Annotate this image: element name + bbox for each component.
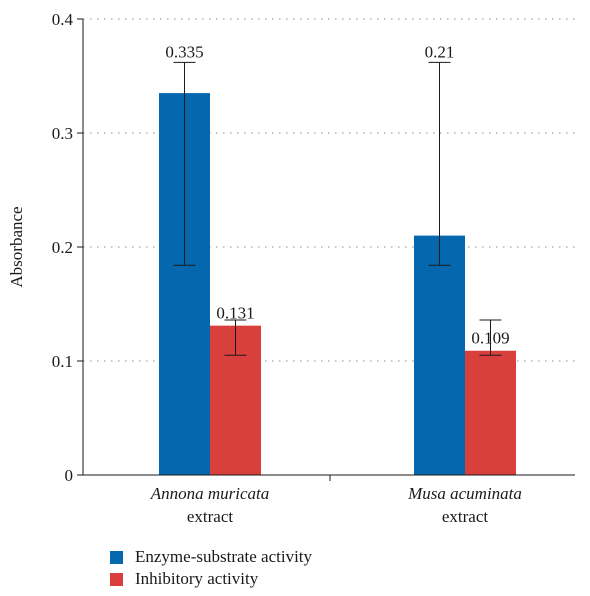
legend-item-enzyme: Enzyme-substrate activity [110, 546, 312, 568]
y-axis-title: Absorbance [7, 206, 26, 287]
legend-swatch-inhibitory [110, 572, 123, 586]
bars [159, 93, 516, 475]
legend-swatch-enzyme [110, 550, 123, 564]
y-tick-label: 0.4 [52, 10, 74, 29]
labels: 0 0.1 0.2 0.3 0.4 0.335 0.131 Annona muricata ex… [52, 10, 522, 526]
axes [77, 18, 575, 481]
data-label: 0.131 [216, 304, 254, 323]
bar-inhibitory [465, 350, 516, 475]
x-category-label: Annona muricata [150, 484, 270, 503]
y-tick-label: 0.3 [52, 124, 73, 143]
bar-chart: 0 0.1 0.2 0.3 0.4 0.335 0.131 Annona muricata ex… [7, 10, 575, 526]
error-bars [173, 61, 502, 356]
grid-lines [83, 18, 575, 362]
x-category-label: Musa acuminata [407, 484, 522, 503]
legend: Enzyme-substrate activity Inhibitory act… [110, 546, 312, 590]
y-tick-label: 0.1 [52, 352, 73, 371]
data-label: 0.109 [471, 329, 509, 348]
y-tick-label: 0.2 [52, 238, 73, 257]
legend-label-enzyme: Enzyme-substrate activity [135, 547, 313, 566]
y-tick-label: 0 [65, 466, 74, 485]
bar-enzyme-substrate [414, 235, 465, 475]
x-category-label-suffix: extract [187, 507, 234, 526]
legend-item-inhibitory: Inhibitory activity [110, 568, 312, 590]
legend-label-inhibitory: Inhibitory activity [135, 569, 259, 588]
data-label: 0.335 [165, 42, 203, 61]
data-label: 0.21 [425, 42, 455, 61]
x-category-label-suffix: extract [442, 507, 489, 526]
